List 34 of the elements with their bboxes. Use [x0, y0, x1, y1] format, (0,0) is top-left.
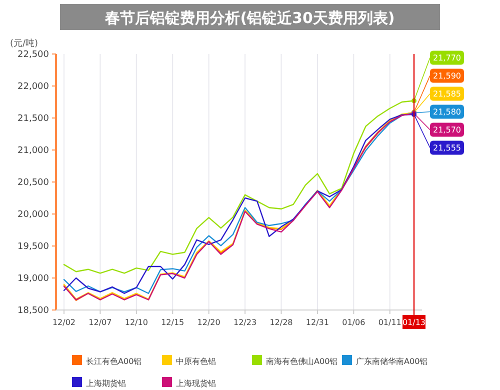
y-tick-label: 19,500 [18, 242, 50, 252]
x-tick-label: 12/28 [270, 318, 293, 327]
y-tick-label: 19,000 [18, 274, 50, 284]
y-tick-label: 20,500 [18, 178, 50, 188]
legend-label: 广东南储华南A00铝 [356, 357, 428, 366]
x-tick-label: 12/02 [52, 318, 76, 327]
data-label: 21,585 [433, 90, 461, 99]
x-tick-label: 01/06 [342, 318, 366, 327]
data-label: 21,590 [433, 72, 461, 81]
x-tick-label: 01/13 [402, 318, 426, 327]
y-tick-label: 18,500 [18, 306, 50, 316]
x-tick-label: 12/20 [197, 318, 220, 327]
data-label: 21,580 [433, 108, 461, 117]
y-tick-label: 21,000 [18, 146, 50, 156]
legend-label: 南海有色佛山A00铝 [266, 357, 338, 366]
data-label: 21,570 [433, 126, 461, 135]
x-tick-label: 12/15 [161, 318, 184, 327]
y-tick-label: 20,000 [18, 210, 50, 220]
y-axis-title: (元/吨) [10, 38, 38, 49]
y-tick-label: 21,500 [18, 114, 50, 124]
x-tick-label: 12/31 [306, 318, 329, 327]
legend-label: 上海现货铝 [176, 379, 216, 388]
chart-title: 春节后铝锭费用分析(铝锭近30天费用列表) [104, 9, 395, 27]
legend-label: 上海期货铝 [86, 379, 126, 388]
legend-label: 中原有色铝 [176, 357, 216, 366]
x-tick-label: 12/10 [124, 318, 148, 327]
x-tick-label: 01/11 [378, 318, 402, 327]
y-tick-label: 22,500 [18, 50, 50, 60]
y-tick-label: 22,000 [18, 82, 50, 92]
x-tick-label: 12/07 [88, 318, 112, 327]
legend-label: 长江有色A00铝 [86, 357, 142, 366]
x-tick-label: 12/23 [234, 318, 257, 327]
data-label: 21,770 [433, 54, 461, 63]
data-label: 21,555 [433, 144, 461, 153]
